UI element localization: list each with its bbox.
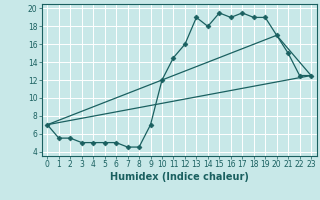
X-axis label: Humidex (Indice chaleur): Humidex (Indice chaleur) — [110, 172, 249, 182]
